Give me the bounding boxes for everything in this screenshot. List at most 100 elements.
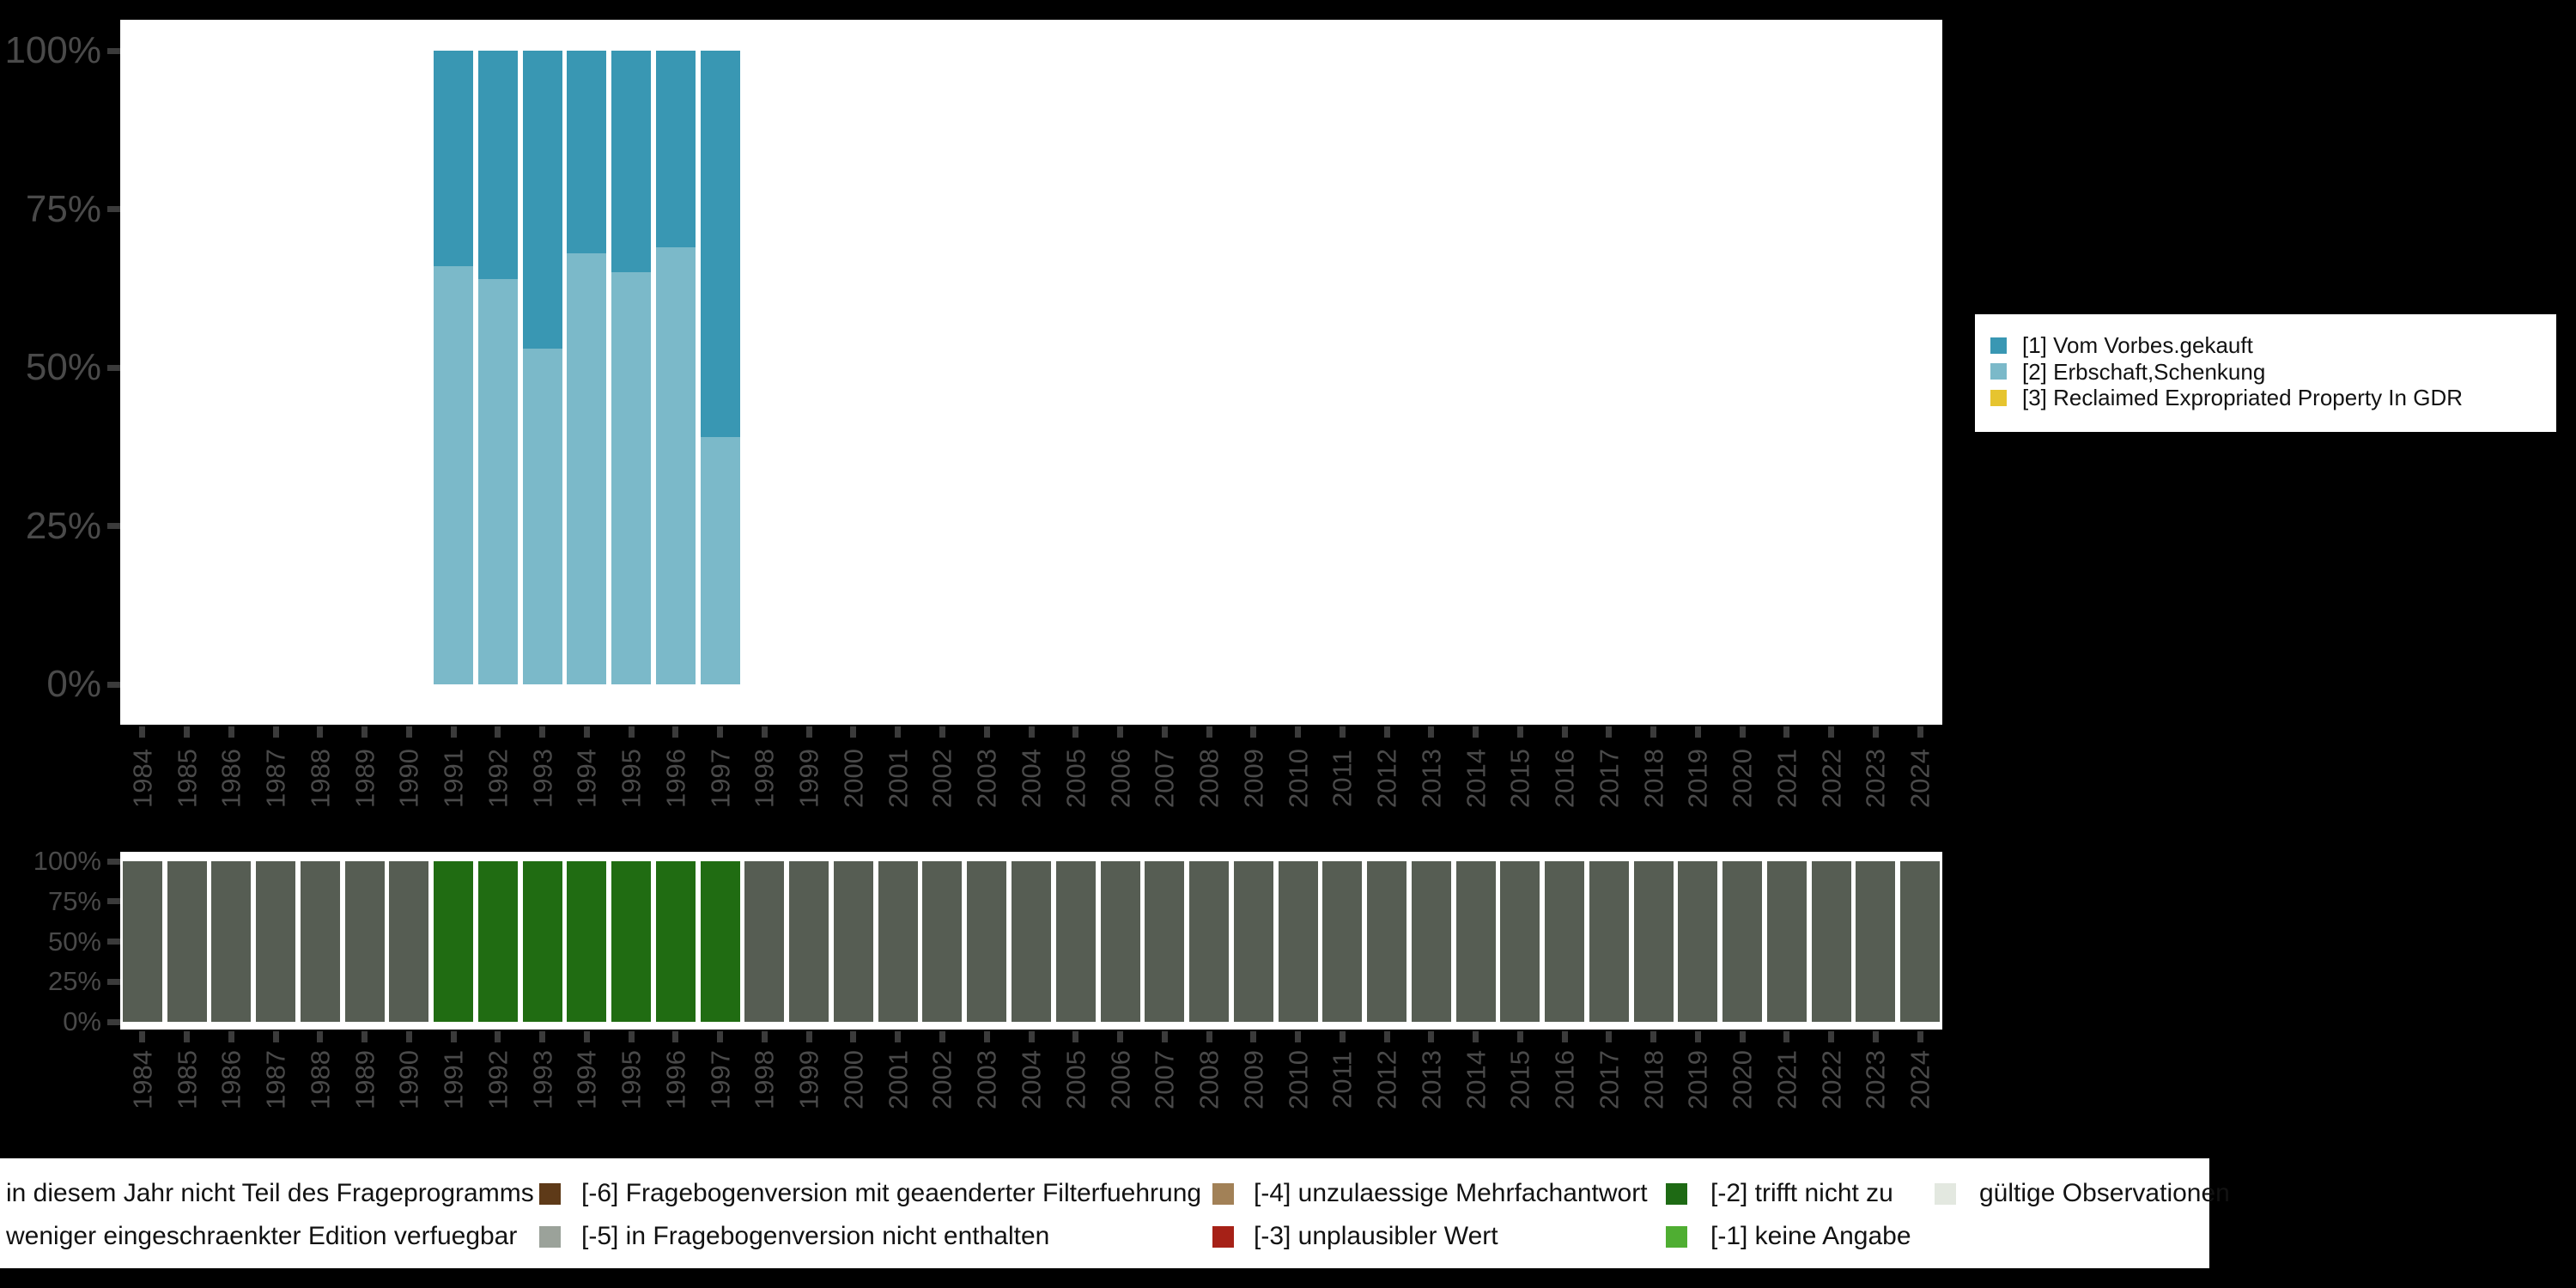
x-axis-label-1998: 1998 <box>749 748 780 808</box>
missing-bar-2022 <box>1811 861 1851 1022</box>
x-axis-label-2022: 2022 <box>1816 1049 1847 1109</box>
x-tick <box>1117 1031 1123 1042</box>
x-tick <box>139 1031 146 1042</box>
x-axis-label-2024: 2024 <box>1905 1049 1935 1109</box>
x-axis-label-1998: 1998 <box>749 1049 780 1109</box>
y-tick <box>107 978 120 985</box>
missing-bar-1998 <box>744 861 785 1022</box>
x-axis-label-1986: 1986 <box>216 1049 246 1109</box>
x-axis-label-1999: 1999 <box>793 1049 824 1109</box>
x-axis-label-1997: 1997 <box>705 1049 736 1109</box>
missing-bar-2023 <box>1856 861 1896 1022</box>
x-axis-label-1992: 1992 <box>483 1049 513 1109</box>
x-axis-label-2007: 2007 <box>1149 748 1180 808</box>
x-axis-label-2013: 2013 <box>1416 748 1447 808</box>
x-axis-label-2006: 2006 <box>1105 748 1135 808</box>
x-axis-label-2008: 2008 <box>1194 1049 1224 1109</box>
missing-label: [-1] keine Angabe <box>1710 1222 1911 1250</box>
x-tick <box>495 726 501 738</box>
x-tick <box>939 1031 945 1042</box>
x-tick <box>805 726 812 738</box>
x-axis-label-2001: 2001 <box>883 748 914 808</box>
missing-bar-1992 <box>477 861 518 1022</box>
y-axis-label-25: 25% <box>47 966 101 997</box>
missing-bar-2000 <box>833 861 873 1022</box>
missing-label: in diesem Jahr nicht Teil des Frageprogr… <box>6 1179 534 1207</box>
bar-1996-segment <box>655 51 696 247</box>
x-axis-label-2011: 2011 <box>1327 749 1358 807</box>
x-axis-label-2006: 2006 <box>1105 1049 1135 1109</box>
x-tick <box>1295 1031 1302 1042</box>
x-tick <box>1250 726 1257 738</box>
bar-1991-segment <box>434 51 474 266</box>
missing-swatch <box>1935 1182 1956 1205</box>
missing-bar-2008 <box>1189 861 1230 1022</box>
x-axis-label-2002: 2002 <box>927 748 957 808</box>
missing-bar-2012 <box>1367 861 1407 1022</box>
x-tick <box>850 1031 857 1042</box>
bar-1997-segment <box>700 51 740 438</box>
missing-bar-1987 <box>256 861 296 1022</box>
y-axis-label-50: 50% <box>47 926 101 957</box>
x-axis-label-2020: 2020 <box>1727 748 1758 808</box>
missing-bar-1989 <box>344 861 385 1022</box>
y-axis-label-100: 100% <box>4 29 101 71</box>
x-axis-label-2023: 2023 <box>1860 748 1891 808</box>
x-tick <box>1339 726 1346 738</box>
missing-bar-1985 <box>167 861 207 1022</box>
x-axis-label-1996: 1996 <box>660 748 691 808</box>
legend-swatch-1 <box>1990 337 2007 354</box>
missing-bar-1996 <box>655 861 696 1022</box>
bar-1996-segment <box>655 246 696 684</box>
missing-bar-1997 <box>700 861 740 1022</box>
missing-bar-1993 <box>522 861 562 1022</box>
x-axis-label-2000: 2000 <box>838 748 869 808</box>
bar-1993-segment <box>522 51 562 349</box>
missing-bar-2021 <box>1766 861 1807 1022</box>
missing-bar-1986 <box>211 861 252 1022</box>
x-axis-label-1987: 1987 <box>260 1049 291 1109</box>
legend-label-2: [2] Erbschaft,Schenkung <box>2022 358 2266 385</box>
x-tick <box>1072 726 1079 738</box>
x-tick <box>1872 1031 1879 1042</box>
x-axis-label-2024: 2024 <box>1905 748 1935 808</box>
missing-bar-1995 <box>611 861 652 1022</box>
x-axis-label-1994: 1994 <box>571 748 602 808</box>
y-tick <box>107 858 120 865</box>
missing-bar-2014 <box>1455 861 1496 1022</box>
missing-bar-2015 <box>1500 861 1540 1022</box>
y-tick <box>107 898 120 905</box>
x-axis-label-2017: 2017 <box>1594 1049 1625 1109</box>
x-tick <box>1872 726 1879 738</box>
x-tick <box>1783 726 1790 738</box>
x-axis-label-1988: 1988 <box>305 1049 336 1109</box>
x-axis-label-2005: 2005 <box>1060 748 1091 808</box>
x-tick <box>405 726 412 738</box>
x-axis-label-1988: 1988 <box>305 748 336 808</box>
missing-bar-2020 <box>1722 861 1763 1022</box>
y-axis-label-75: 75% <box>25 187 101 230</box>
legend-label-3: [3] Reclaimed Expropriated Property In G… <box>2022 385 2463 410</box>
y-tick <box>107 939 120 945</box>
x-axis-label-2008: 2008 <box>1194 748 1224 808</box>
x-tick <box>1428 1031 1435 1042</box>
x-axis-label-1989: 1989 <box>349 748 380 808</box>
x-axis-label-1985: 1985 <box>172 748 203 808</box>
missing-bar-1990 <box>389 861 429 1022</box>
missing-label: [-6] Fragebogenversion mit geaenderter F… <box>581 1179 1202 1207</box>
x-tick <box>184 1031 191 1042</box>
bar-1992-segment <box>477 51 518 279</box>
x-tick <box>1606 1031 1613 1042</box>
x-axis-label-1995: 1995 <box>616 748 647 808</box>
x-tick <box>939 726 945 738</box>
bar-1991-segment <box>434 265 474 684</box>
x-tick <box>717 1031 724 1042</box>
x-axis-label-2002: 2002 <box>927 1049 957 1109</box>
x-axis-label-2007: 2007 <box>1149 1049 1180 1109</box>
x-tick <box>583 726 590 738</box>
x-axis-label-1990: 1990 <box>393 1049 424 1109</box>
y-axis-label-75: 75% <box>47 885 101 916</box>
x-tick <box>717 726 724 738</box>
top-plot-area <box>120 20 1942 725</box>
x-axis-label-1984: 1984 <box>127 748 158 808</box>
